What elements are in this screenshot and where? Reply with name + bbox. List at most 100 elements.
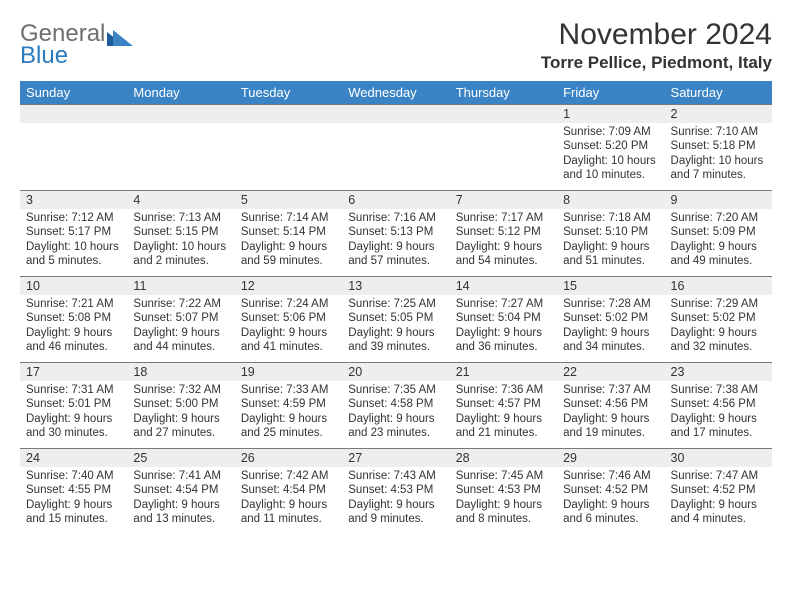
calendar-day-cell: 28Sunrise: 7:45 AMSunset: 4:53 PMDayligh… [450,449,557,535]
calendar-day-cell: 22Sunrise: 7:37 AMSunset: 4:56 PMDayligh… [557,363,664,449]
calendar-day-cell: 25Sunrise: 7:41 AMSunset: 4:54 PMDayligh… [127,449,234,535]
day-number: 26 [235,449,342,467]
empty-day [20,105,127,123]
day-info: Sunrise: 7:46 AMSunset: 4:52 PMDaylight:… [557,467,664,531]
calendar-day-cell: 15Sunrise: 7:28 AMSunset: 5:02 PMDayligh… [557,277,664,363]
calendar-day-cell: 21Sunrise: 7:36 AMSunset: 4:57 PMDayligh… [450,363,557,449]
title-block: November 2024 Torre Pellice, Piedmont, I… [541,18,772,73]
day-info: Sunrise: 7:09 AMSunset: 5:20 PMDaylight:… [557,123,664,187]
day-number: 9 [665,191,772,209]
day-number: 4 [127,191,234,209]
header: General Blue November 2024 Torre Pellice… [20,18,772,73]
calendar-body: 1Sunrise: 7:09 AMSunset: 5:20 PMDaylight… [20,105,772,535]
calendar-day-cell: 4Sunrise: 7:13 AMSunset: 5:15 PMDaylight… [127,191,234,277]
day-info: Sunrise: 7:35 AMSunset: 4:58 PMDaylight:… [342,381,449,445]
weekday-header: Friday [557,81,664,105]
weekday-header: Sunday [20,81,127,105]
calendar-week-row: 3Sunrise: 7:12 AMSunset: 5:17 PMDaylight… [20,191,772,277]
day-number: 14 [450,277,557,295]
calendar-day-cell: 29Sunrise: 7:46 AMSunset: 4:52 PMDayligh… [557,449,664,535]
day-number: 6 [342,191,449,209]
calendar-day-cell [127,105,234,191]
day-number: 19 [235,363,342,381]
empty-day [127,105,234,123]
calendar-day-cell: 9Sunrise: 7:20 AMSunset: 5:09 PMDaylight… [665,191,772,277]
calendar-day-cell: 19Sunrise: 7:33 AMSunset: 4:59 PMDayligh… [235,363,342,449]
day-number: 20 [342,363,449,381]
calendar-day-cell: 3Sunrise: 7:12 AMSunset: 5:17 PMDaylight… [20,191,127,277]
calendar-day-cell: 8Sunrise: 7:18 AMSunset: 5:10 PMDaylight… [557,191,664,277]
calendar-week-row: 10Sunrise: 7:21 AMSunset: 5:08 PMDayligh… [20,277,772,363]
day-info: Sunrise: 7:40 AMSunset: 4:55 PMDaylight:… [20,467,127,531]
day-number: 30 [665,449,772,467]
day-number: 15 [557,277,664,295]
logo-text: General Blue [20,22,105,68]
calendar-week-row: 24Sunrise: 7:40 AMSunset: 4:55 PMDayligh… [20,449,772,535]
calendar-day-cell: 23Sunrise: 7:38 AMSunset: 4:56 PMDayligh… [665,363,772,449]
calendar-day-cell: 14Sunrise: 7:27 AMSunset: 5:04 PMDayligh… [450,277,557,363]
day-info: Sunrise: 7:27 AMSunset: 5:04 PMDaylight:… [450,295,557,359]
day-number: 2 [665,105,772,123]
day-number: 11 [127,277,234,295]
day-info: Sunrise: 7:10 AMSunset: 5:18 PMDaylight:… [665,123,772,187]
month-title: November 2024 [541,18,772,51]
day-info: Sunrise: 7:31 AMSunset: 5:01 PMDaylight:… [20,381,127,445]
calendar-day-cell: 18Sunrise: 7:32 AMSunset: 5:00 PMDayligh… [127,363,234,449]
day-number: 29 [557,449,664,467]
location: Torre Pellice, Piedmont, Italy [541,53,772,73]
empty-day [450,105,557,123]
day-number: 10 [20,277,127,295]
day-info: Sunrise: 7:43 AMSunset: 4:53 PMDaylight:… [342,467,449,531]
day-info: Sunrise: 7:16 AMSunset: 5:13 PMDaylight:… [342,209,449,273]
weekday-header: Monday [127,81,234,105]
day-info: Sunrise: 7:24 AMSunset: 5:06 PMDaylight:… [235,295,342,359]
day-info: Sunrise: 7:32 AMSunset: 5:00 PMDaylight:… [127,381,234,445]
calendar-day-cell: 27Sunrise: 7:43 AMSunset: 4:53 PMDayligh… [342,449,449,535]
day-info: Sunrise: 7:20 AMSunset: 5:09 PMDaylight:… [665,209,772,273]
day-info: Sunrise: 7:18 AMSunset: 5:10 PMDaylight:… [557,209,664,273]
day-info: Sunrise: 7:42 AMSunset: 4:54 PMDaylight:… [235,467,342,531]
day-number: 8 [557,191,664,209]
calendar-day-cell: 7Sunrise: 7:17 AMSunset: 5:12 PMDaylight… [450,191,557,277]
calendar-day-cell: 16Sunrise: 7:29 AMSunset: 5:02 PMDayligh… [665,277,772,363]
day-info: Sunrise: 7:17 AMSunset: 5:12 PMDaylight:… [450,209,557,273]
day-info: Sunrise: 7:36 AMSunset: 4:57 PMDaylight:… [450,381,557,445]
calendar-day-cell: 17Sunrise: 7:31 AMSunset: 5:01 PMDayligh… [20,363,127,449]
logo: General Blue [20,18,133,68]
calendar-day-cell: 10Sunrise: 7:21 AMSunset: 5:08 PMDayligh… [20,277,127,363]
day-number: 3 [20,191,127,209]
calendar-day-cell: 6Sunrise: 7:16 AMSunset: 5:13 PMDaylight… [342,191,449,277]
weekday-header: Wednesday [342,81,449,105]
calendar-day-cell: 20Sunrise: 7:35 AMSunset: 4:58 PMDayligh… [342,363,449,449]
day-number: 7 [450,191,557,209]
day-info: Sunrise: 7:21 AMSunset: 5:08 PMDaylight:… [20,295,127,359]
calendar-day-cell [20,105,127,191]
day-info: Sunrise: 7:38 AMSunset: 4:56 PMDaylight:… [665,381,772,445]
calendar-week-row: 17Sunrise: 7:31 AMSunset: 5:01 PMDayligh… [20,363,772,449]
day-number: 24 [20,449,127,467]
day-info: Sunrise: 7:28 AMSunset: 5:02 PMDaylight:… [557,295,664,359]
weekday-header: Tuesday [235,81,342,105]
day-number: 23 [665,363,772,381]
day-info: Sunrise: 7:41 AMSunset: 4:54 PMDaylight:… [127,467,234,531]
logo-word-blue: Blue [20,44,105,68]
calendar-table: SundayMondayTuesdayWednesdayThursdayFrid… [20,81,772,535]
calendar-page: General Blue November 2024 Torre Pellice… [0,0,792,612]
calendar-day-cell: 5Sunrise: 7:14 AMSunset: 5:14 PMDaylight… [235,191,342,277]
calendar-day-cell: 26Sunrise: 7:42 AMSunset: 4:54 PMDayligh… [235,449,342,535]
day-info: Sunrise: 7:12 AMSunset: 5:17 PMDaylight:… [20,209,127,273]
calendar-day-cell: 11Sunrise: 7:22 AMSunset: 5:07 PMDayligh… [127,277,234,363]
day-info: Sunrise: 7:45 AMSunset: 4:53 PMDaylight:… [450,467,557,531]
calendar-weekday-header: SundayMondayTuesdayWednesdayThursdayFrid… [20,81,772,105]
day-number: 1 [557,105,664,123]
day-number: 17 [20,363,127,381]
day-info: Sunrise: 7:25 AMSunset: 5:05 PMDaylight:… [342,295,449,359]
day-info: Sunrise: 7:29 AMSunset: 5:02 PMDaylight:… [665,295,772,359]
calendar-day-cell: 30Sunrise: 7:47 AMSunset: 4:52 PMDayligh… [665,449,772,535]
calendar-day-cell: 12Sunrise: 7:24 AMSunset: 5:06 PMDayligh… [235,277,342,363]
day-info: Sunrise: 7:47 AMSunset: 4:52 PMDaylight:… [665,467,772,531]
day-number: 27 [342,449,449,467]
day-number: 21 [450,363,557,381]
weekday-header: Thursday [450,81,557,105]
calendar-day-cell: 13Sunrise: 7:25 AMSunset: 5:05 PMDayligh… [342,277,449,363]
